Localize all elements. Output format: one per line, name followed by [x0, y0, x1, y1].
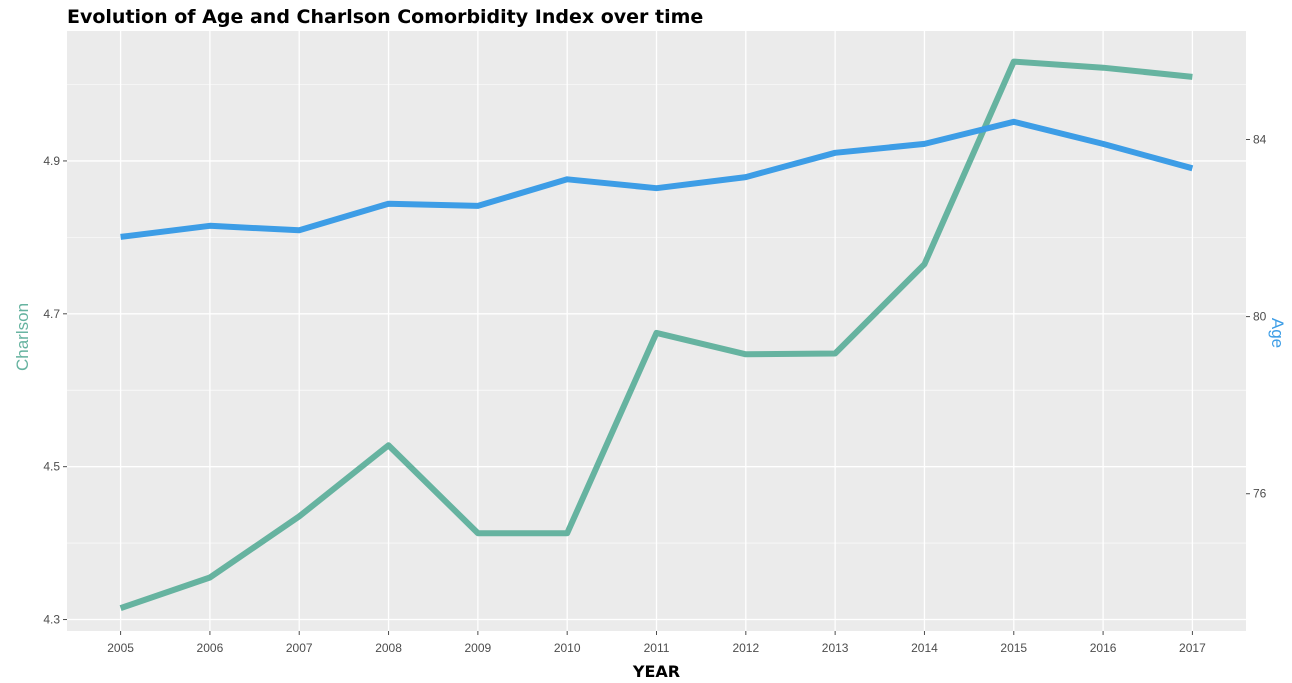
x-tick-label: 2017 [1179, 641, 1206, 655]
x-tick-label: 2008 [375, 641, 402, 655]
y-right-tick-label: 76 [1253, 487, 1267, 501]
x-tick-label: 2013 [822, 641, 849, 655]
y-left-tick-label: 4.5 [43, 460, 60, 474]
chart-title: Evolution of Age and Charlson Comorbidit… [67, 6, 704, 28]
series-lines [119, 58, 1194, 611]
y-left-tick-label: 4.9 [43, 154, 60, 168]
series-line-age [120, 118, 1194, 240]
y-axis-left-title: Charlson [13, 303, 32, 371]
x-tick-label: 2010 [554, 641, 581, 655]
x-tick-label: 2006 [197, 641, 224, 655]
x-tick-label: 2009 [465, 641, 492, 655]
x-tick-label: 2007 [286, 641, 313, 655]
y-left-tick-label: 4.3 [43, 613, 60, 627]
y-axis-right-title: Age [1268, 318, 1287, 348]
axis-ticks: 2005 2006 2007 2008 2009 2010 2011 2012 2013 2014… [43, 132, 1266, 655]
x-tick-label: 2016 [1090, 641, 1117, 655]
y-right-tick-label: 80 [1253, 310, 1267, 324]
series-line-charlson [119, 58, 1193, 611]
x-tick-label: 2015 [1000, 641, 1027, 655]
x-tick-label: 2005 [107, 641, 134, 655]
x-axis-title: YEAR [632, 662, 680, 681]
x-tick-label: 2014 [911, 641, 938, 655]
x-tick-label: 2011 [644, 641, 670, 655]
y-left-tick-label: 4.7 [43, 307, 60, 321]
y-right-tick-label: 84 [1253, 132, 1267, 146]
x-tick-label: 2012 [732, 641, 759, 655]
